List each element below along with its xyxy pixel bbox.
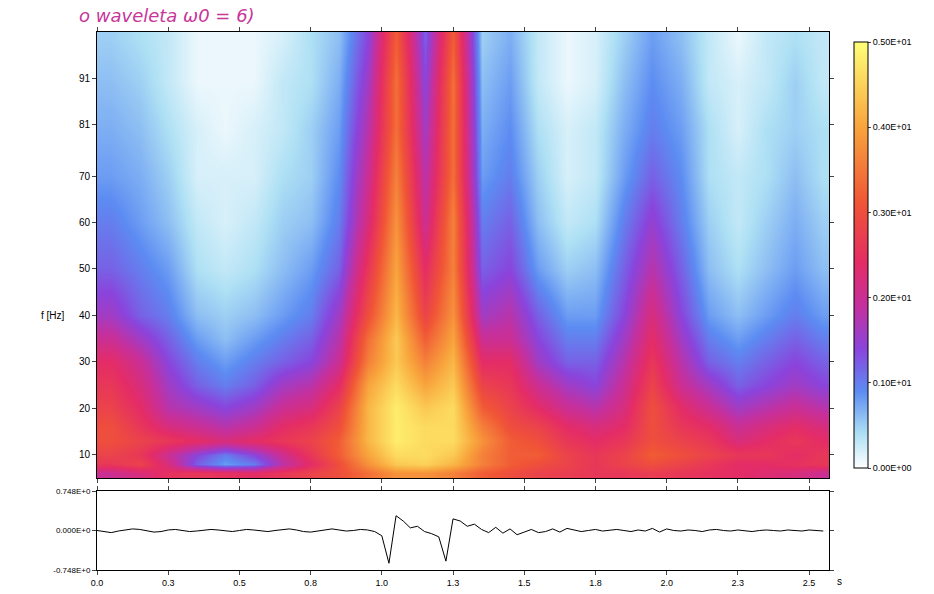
svg-text:20: 20 (79, 403, 91, 414)
svg-text:f [Hz]: f [Hz] (41, 310, 65, 321)
svg-text:0.8: 0.8 (304, 578, 317, 588)
svg-text:1.3: 1.3 (447, 578, 460, 588)
svg-text:30: 30 (79, 356, 91, 367)
svg-text:0.748E+0: 0.748E+0 (56, 487, 91, 496)
svg-text:o waveleta ω0 = 6): o waveleta ω0 = 6) (79, 5, 255, 26)
svg-text:s: s (837, 576, 842, 587)
svg-text:91: 91 (79, 73, 91, 84)
svg-text:10: 10 (79, 449, 91, 460)
svg-text:81: 81 (79, 119, 91, 130)
svg-text:2.3: 2.3 (732, 578, 745, 588)
svg-text:1.0: 1.0 (376, 578, 389, 588)
svg-text:2.5: 2.5 (803, 578, 816, 588)
svg-text:0.0: 0.0 (91, 578, 104, 588)
svg-text:0.3: 0.3 (162, 578, 175, 588)
svg-text:2.0: 2.0 (660, 578, 673, 588)
svg-text:0.30E+01: 0.30E+01 (873, 208, 912, 218)
svg-text:1.8: 1.8 (589, 578, 602, 588)
svg-text:0.00E+00: 0.00E+00 (873, 463, 912, 473)
svg-text:0.50E+01: 0.50E+01 (873, 37, 912, 47)
svg-text:0.5: 0.5 (233, 578, 246, 588)
svg-text:0.10E+01: 0.10E+01 (873, 378, 912, 388)
svg-text:1.5: 1.5 (518, 578, 531, 588)
svg-text:0.000E+0: 0.000E+0 (56, 526, 91, 535)
svg-text:60: 60 (79, 217, 91, 228)
svg-text:40: 40 (79, 310, 91, 321)
svg-text:70: 70 (79, 171, 91, 182)
svg-text:50: 50 (79, 263, 91, 274)
svg-text:-0.748E+0: -0.748E+0 (53, 566, 91, 575)
svg-text:0.40E+01: 0.40E+01 (873, 122, 912, 132)
svg-text:0.20E+01: 0.20E+01 (873, 293, 912, 303)
